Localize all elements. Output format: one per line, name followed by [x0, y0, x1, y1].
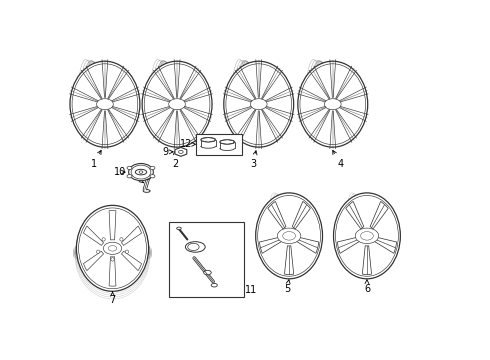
Polygon shape	[202, 138, 215, 142]
Ellipse shape	[146, 177, 150, 180]
Text: 11: 11	[245, 285, 258, 296]
Text: 1: 1	[91, 150, 101, 169]
Ellipse shape	[277, 228, 301, 244]
Ellipse shape	[334, 193, 400, 279]
Ellipse shape	[97, 99, 113, 110]
Ellipse shape	[204, 270, 211, 275]
Bar	[170, 222, 244, 297]
Ellipse shape	[97, 250, 100, 253]
Ellipse shape	[102, 238, 105, 241]
Ellipse shape	[185, 242, 205, 252]
Text: 6: 6	[364, 280, 370, 293]
Polygon shape	[220, 140, 234, 144]
Ellipse shape	[125, 250, 128, 253]
Text: 7: 7	[109, 292, 116, 305]
Ellipse shape	[129, 163, 153, 181]
Ellipse shape	[355, 228, 379, 244]
Text: 9: 9	[163, 147, 173, 157]
Ellipse shape	[324, 99, 341, 110]
Ellipse shape	[150, 166, 155, 170]
Ellipse shape	[177, 227, 181, 230]
Ellipse shape	[108, 246, 117, 251]
Ellipse shape	[361, 231, 373, 240]
Ellipse shape	[76, 205, 148, 291]
Ellipse shape	[201, 138, 216, 142]
Text: 5: 5	[284, 280, 291, 293]
Ellipse shape	[111, 258, 114, 261]
Ellipse shape	[169, 99, 185, 110]
Ellipse shape	[150, 175, 155, 178]
Ellipse shape	[70, 61, 140, 147]
Ellipse shape	[298, 61, 368, 147]
Text: 2: 2	[172, 151, 178, 169]
Ellipse shape	[103, 242, 122, 255]
Ellipse shape	[224, 61, 294, 147]
Ellipse shape	[120, 238, 123, 241]
Text: 10: 10	[114, 167, 126, 177]
Ellipse shape	[127, 166, 132, 170]
Text: 12: 12	[180, 139, 196, 149]
Text: 8: 8	[132, 171, 144, 183]
Ellipse shape	[127, 175, 132, 178]
Ellipse shape	[220, 140, 235, 144]
Bar	[196, 134, 242, 155]
Polygon shape	[175, 148, 187, 156]
Ellipse shape	[143, 190, 150, 192]
Ellipse shape	[256, 193, 322, 279]
Ellipse shape	[211, 283, 218, 287]
Text: 3: 3	[250, 151, 257, 169]
Ellipse shape	[142, 61, 212, 147]
Text: 4: 4	[333, 150, 343, 169]
Ellipse shape	[283, 231, 295, 240]
Ellipse shape	[178, 150, 183, 153]
Ellipse shape	[250, 99, 267, 110]
